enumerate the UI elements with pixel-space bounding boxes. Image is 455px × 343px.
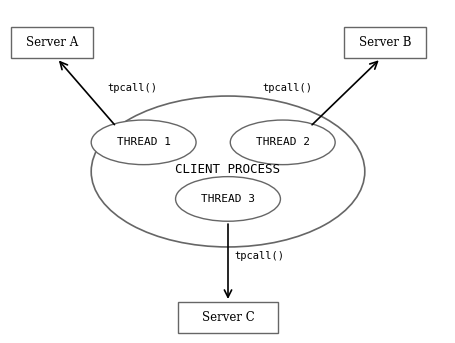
Ellipse shape [91,120,196,165]
Ellipse shape [230,120,334,165]
Ellipse shape [175,177,280,221]
Text: tpcall(): tpcall() [262,83,312,93]
Text: Server A: Server A [26,36,78,49]
Text: tpcall(): tpcall() [234,251,284,261]
FancyBboxPatch shape [11,27,93,58]
Text: THREAD 1: THREAD 1 [116,137,170,147]
Text: Server B: Server B [358,36,411,49]
Text: CLIENT PROCESS: CLIENT PROCESS [175,163,280,176]
Text: THREAD 2: THREAD 2 [255,137,309,147]
Text: tpcall(): tpcall() [107,83,157,93]
FancyBboxPatch shape [344,27,425,58]
Text: Server C: Server C [201,311,254,324]
Ellipse shape [91,96,364,247]
Text: THREAD 3: THREAD 3 [201,194,254,204]
FancyBboxPatch shape [177,302,278,333]
